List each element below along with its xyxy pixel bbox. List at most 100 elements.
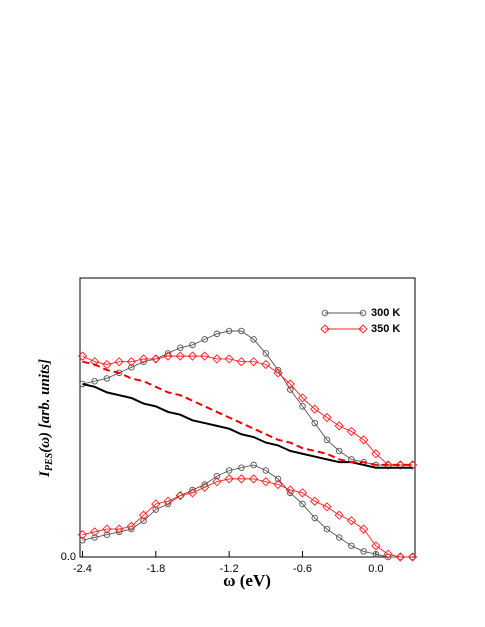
marker	[114, 357, 124, 367]
marker	[77, 530, 88, 540]
marker	[177, 344, 184, 352]
marker	[77, 351, 88, 361]
marker	[163, 351, 173, 361]
y-tick-label: 0.0	[61, 551, 76, 563]
marker	[138, 510, 149, 520]
marker	[372, 550, 380, 558]
marker	[261, 359, 271, 370]
marker	[102, 524, 112, 534]
marker	[189, 341, 196, 349]
marker	[187, 351, 198, 361]
marker	[360, 548, 367, 555]
marker	[262, 350, 270, 357]
marker	[79, 537, 86, 544]
marker	[236, 357, 247, 367]
marker	[163, 496, 173, 506]
marker	[225, 467, 233, 474]
y-axis-label: IPES(ω) [arb. units]	[37, 359, 55, 478]
marker	[273, 479, 283, 490]
marker	[310, 404, 320, 414]
marker	[311, 419, 318, 427]
marker	[212, 477, 222, 487]
marker	[151, 499, 161, 509]
marker	[383, 549, 393, 559]
marker	[114, 524, 124, 534]
marker	[348, 542, 355, 550]
x-tick-label: -1.2	[220, 563, 239, 575]
marker	[299, 403, 306, 410]
marker	[287, 386, 294, 393]
marker	[90, 527, 100, 537]
marker	[250, 336, 257, 343]
marker	[236, 474, 247, 484]
marker	[297, 488, 308, 498]
plot-frame	[79, 277, 416, 558]
marker	[238, 327, 245, 335]
marker	[238, 464, 245, 471]
marker	[407, 460, 418, 470]
y-label-sub: PES	[44, 452, 55, 471]
legend-marker	[359, 309, 367, 317]
legend-label: 350 K	[371, 323, 400, 335]
marker	[126, 521, 136, 531]
series-line	[82, 383, 413, 469]
marker	[128, 364, 135, 371]
legend-marker	[320, 324, 330, 334]
marker	[213, 472, 221, 480]
marker	[407, 552, 418, 562]
marker	[225, 327, 233, 335]
marker	[323, 525, 331, 533]
marker	[334, 421, 344, 431]
marker	[90, 357, 100, 367]
x-axis-label: ω (eV)	[223, 571, 271, 590]
marker	[175, 490, 185, 501]
marker	[285, 379, 295, 389]
series-line	[82, 360, 413, 466]
marker	[248, 357, 259, 367]
x-tick-label: -2.4	[73, 563, 92, 575]
marker	[103, 375, 111, 382]
series-line	[82, 464, 413, 558]
x-tick-label: -0.6	[293, 563, 312, 575]
marker	[346, 426, 357, 437]
marker	[273, 368, 283, 378]
marker	[346, 516, 357, 526]
legend-marker	[321, 309, 329, 317]
marker	[200, 351, 210, 361]
marker	[383, 460, 393, 470]
marker	[152, 506, 160, 513]
marker	[91, 377, 98, 385]
series-line	[82, 355, 413, 466]
marker	[151, 354, 161, 364]
marker	[310, 496, 320, 506]
marker	[212, 354, 222, 364]
marker	[224, 354, 234, 364]
marker	[91, 534, 98, 541]
marker	[335, 534, 343, 541]
marker	[323, 436, 331, 444]
x-tick-label: 0.0	[368, 563, 383, 575]
marker	[200, 482, 210, 492]
marker	[297, 393, 308, 403]
marker	[250, 461, 257, 469]
legend-label: 300 K	[371, 307, 400, 319]
marker	[177, 492, 184, 499]
marker	[140, 517, 147, 524]
marker	[299, 500, 306, 508]
marker	[261, 477, 271, 487]
y-label-main: I	[37, 470, 53, 478]
marker	[201, 336, 208, 343]
marker	[103, 531, 111, 538]
marker	[334, 510, 344, 520]
marker	[262, 467, 270, 474]
marker	[311, 514, 318, 522]
marker	[213, 330, 221, 338]
marker	[102, 359, 112, 370]
marker	[322, 412, 332, 423]
marker	[187, 488, 198, 498]
marker	[359, 524, 369, 534]
marker	[395, 552, 405, 562]
marker	[335, 447, 343, 455]
